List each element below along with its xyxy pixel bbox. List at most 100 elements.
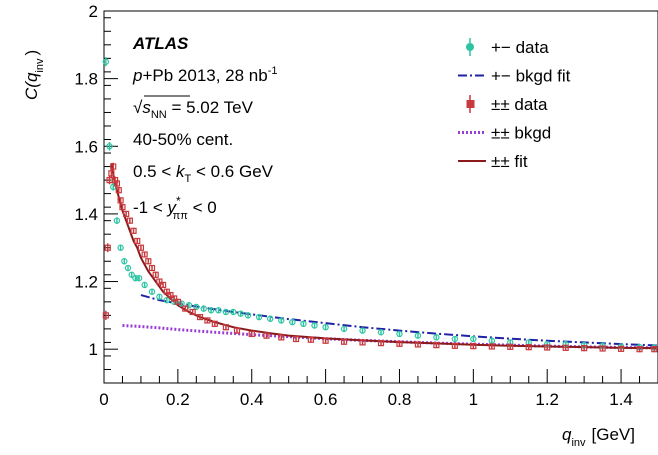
data-point [377,329,385,336]
y-tick-labels: 1 1.2 1.4 1.6 1.8 2 [74,2,98,359]
data-point [117,197,124,204]
data-point [289,318,296,326]
data-point [178,300,185,307]
data-point [248,330,255,338]
data-point [244,312,252,319]
legend-label: +− data [491,38,549,57]
data-point [599,345,606,352]
data-point [134,237,141,245]
data-point [433,342,440,349]
data-point [121,258,128,265]
legend-entry-0: +− data [466,38,549,57]
data-point [470,335,477,343]
data-point [581,345,588,352]
data-point [141,281,148,289]
data-point [156,278,163,285]
data-point [174,298,181,305]
series-line-4 [110,163,658,350]
data-point [167,291,174,299]
data-point [128,271,135,278]
axis-ticks [103,10,641,384]
y-tick-label: 1.4 [74,205,98,224]
data-point [135,274,143,282]
x-tick-label: 0 [99,390,108,409]
data-point [414,341,422,348]
data-point [525,344,532,351]
data-point [311,322,318,329]
data-point [377,339,385,347]
x-tick-label: 0.8 [388,390,412,409]
data-point [470,343,477,350]
data-marks [102,57,658,353]
x-tick-label: 1 [469,390,478,409]
data-point [196,313,204,321]
data-point [141,251,148,258]
y-tick-label: 2 [89,2,98,21]
data-point [359,327,366,334]
x-tick-label: 0.6 [314,390,338,409]
data-point [207,307,215,314]
x-tick-labels: 0 0.2 0.4 0.6 0.8 1 1.2 1.4 [99,390,633,409]
data-point [137,244,145,251]
data-point [130,227,137,234]
data-point [507,343,514,350]
data-point [433,334,440,341]
data-point [148,288,156,295]
data-point [148,264,156,272]
data-point [106,142,113,151]
data-point [102,310,109,320]
data-point [322,337,329,344]
data-point [292,335,300,343]
data-point [126,217,133,224]
data-point [322,324,329,331]
legend-label: ±± data [491,95,548,114]
data-point [359,339,366,346]
data-point [340,325,348,333]
data-point [451,342,458,349]
data-point [171,295,178,302]
data-point [193,303,200,311]
data-point [124,264,132,272]
data-point [255,313,263,321]
data-point [123,210,130,218]
legend-label: +− bkgd fit [491,67,571,86]
data-point [267,315,274,322]
data-point [215,307,222,314]
data-point [237,310,244,317]
data-point [132,274,139,282]
data-point [152,271,159,278]
energy-label: √sNN = 5.02 TeV [133,98,254,121]
data-point [230,308,237,316]
data-point [562,344,569,351]
y-tick-label: 1.2 [74,273,98,292]
data-point [488,337,495,344]
experiment-label: ATLAS [132,34,189,53]
data-point [222,324,229,331]
y-tick-label: 1.6 [74,137,98,156]
data-point [278,334,285,341]
data-point [307,336,314,343]
legend-entry-4: ±± fit [458,152,528,171]
data-point [159,281,167,289]
data-point [182,305,189,312]
data-point [104,243,111,253]
data-point [156,293,163,300]
data-point [145,258,152,265]
data-point [110,183,117,191]
legend-label: ±± bkgd [491,124,551,143]
dataset-label: p+Pb 2013, 28 nb-1 [132,65,278,85]
legend-entry-3: ±± bkgd [458,124,551,143]
legend-entry-2: ±± data [466,95,548,114]
data-point [102,57,110,67]
sqrt-symbol: √ [133,98,143,117]
data-point [189,308,196,316]
data-point [211,320,218,327]
annotation-block: ATLAS p+Pb 2013, 28 nb-1 √sNN = 5.02 TeV… [132,34,278,222]
data-point [651,346,658,353]
data-point [119,204,126,211]
data-point [110,162,117,171]
legend-label: ±± fit [491,152,528,171]
data-point [185,302,193,309]
data-point [340,338,348,345]
